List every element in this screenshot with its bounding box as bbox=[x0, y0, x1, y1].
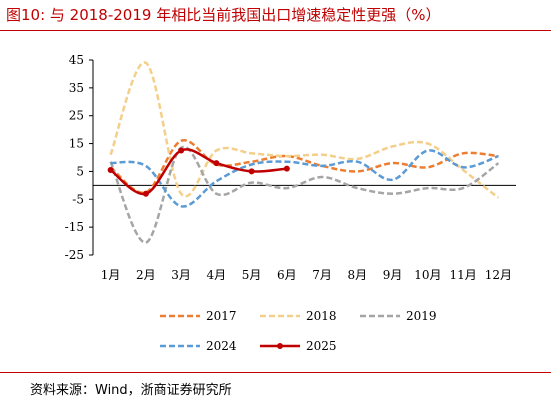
legend-label-2019: 2019 bbox=[406, 309, 437, 323]
y-tick-label: 15 bbox=[69, 137, 84, 151]
x-tick-label: 11月 bbox=[449, 268, 476, 282]
point-2025 bbox=[283, 165, 290, 172]
y-tick-label: -25 bbox=[65, 248, 84, 262]
y-tick-label: 5 bbox=[76, 164, 84, 178]
legend-label-2018: 2018 bbox=[306, 309, 337, 323]
y-tick-label: -5 bbox=[72, 192, 84, 206]
y-tick-label: 45 bbox=[69, 53, 84, 67]
point-2025 bbox=[142, 190, 149, 197]
point-2025 bbox=[248, 168, 255, 175]
source-note: 资料来源：Wind，浙商证券研究所 bbox=[30, 383, 232, 398]
x-tick-label: 4月 bbox=[207, 268, 227, 282]
series-line-2018 bbox=[109, 61, 500, 199]
point-2025 bbox=[107, 167, 114, 174]
x-tick-label: 8月 bbox=[348, 268, 368, 282]
series-line-2017 bbox=[109, 139, 499, 194]
legend-marker-2025 bbox=[277, 343, 283, 349]
y-tick-label: 35 bbox=[69, 81, 84, 95]
x-tick-label: 5月 bbox=[242, 268, 262, 282]
y-tick-label: 25 bbox=[69, 109, 84, 123]
x-tick-label: 10月 bbox=[414, 268, 441, 282]
x-tick-label: 9月 bbox=[383, 268, 403, 282]
series-line-2024 bbox=[110, 149, 499, 208]
legend-label-2024: 2024 bbox=[206, 339, 237, 353]
title-rule bbox=[0, 30, 551, 31]
chart-title: 图10: 与 2018-2019 年相比当前我国出口增速稳定性更强（%） bbox=[6, 6, 441, 24]
x-tick-label: 1月 bbox=[101, 268, 121, 282]
legend-label-2025: 2025 bbox=[306, 339, 337, 353]
line-chart: 45 35 25 15 5 -5 -15 -25 1月 2月 3月 4月 5月 6月 7月 8月 9月 10月 11… bbox=[65, 53, 516, 353]
x-tick-label: 3月 bbox=[171, 268, 191, 282]
y-tick-label: -15 bbox=[65, 220, 84, 234]
series-line-2025 bbox=[109, 148, 288, 196]
x-tick-label: 2月 bbox=[136, 268, 156, 282]
point-2025 bbox=[178, 147, 185, 154]
x-tick-label: 6月 bbox=[277, 268, 297, 282]
series-line-2019 bbox=[109, 145, 500, 244]
point-2025 bbox=[213, 160, 220, 167]
legend-label-2017: 2017 bbox=[206, 309, 237, 323]
source-rule bbox=[0, 372, 551, 373]
x-tick-label: 7月 bbox=[312, 268, 332, 282]
x-tick-label: 12月 bbox=[485, 268, 512, 282]
